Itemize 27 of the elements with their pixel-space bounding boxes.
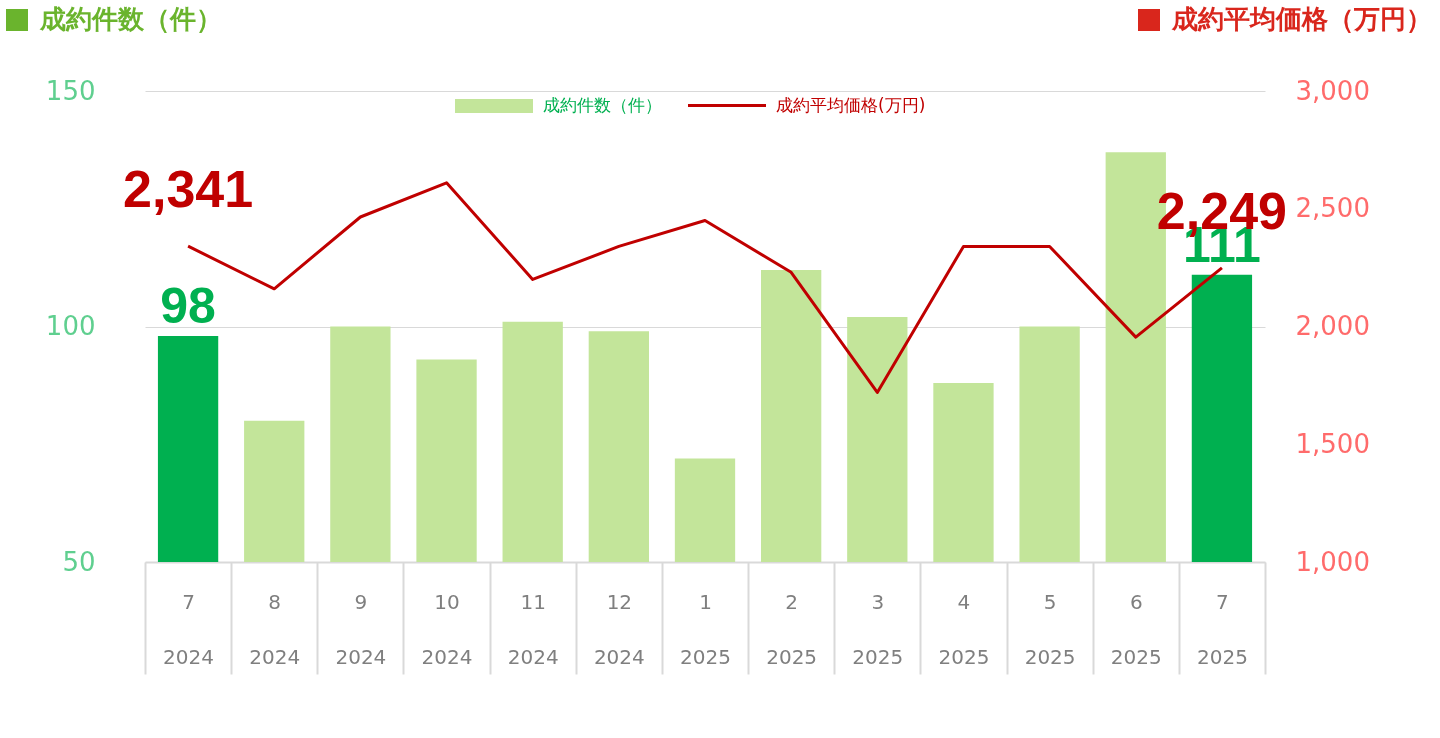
category-label: 8 2024	[249, 589, 301, 669]
y2-tick-label: 1,500	[1295, 428, 1370, 459]
category-label: 4 2025	[938, 589, 990, 669]
category-label: 7 2025	[1196, 589, 1248, 669]
y-axis-title: 成約件数（件）	[40, 3, 222, 36]
category-label: 12 2024	[593, 589, 645, 669]
category-label: 1 2025	[680, 589, 731, 669]
y-tick-label: 100	[45, 311, 96, 341]
category-label: 2 2025	[766, 589, 818, 669]
category-label: 10 2024	[421, 589, 473, 669]
category-label: 11 2024	[507, 589, 559, 669]
y-tick-label: 150	[45, 75, 96, 106]
category-label: 5 2025	[1024, 589, 1076, 669]
y-tick-label: 50	[62, 546, 96, 577]
y2-tick-label: 2,000	[1295, 311, 1370, 341]
y2-tick-label: 3,000	[1295, 75, 1370, 106]
legend-label: 成約件数（件）	[543, 94, 662, 117]
y2-tick-label: 2,500	[1295, 193, 1370, 224]
y2-axis-title: 成約平均価格（万円）	[1172, 3, 1432, 36]
data-label: 98	[160, 277, 216, 334]
legend-label: 成約平均価格(万円)	[776, 94, 926, 117]
data-label: 2,341	[123, 160, 254, 219]
y2-tick-label: 1,000	[1295, 546, 1370, 577]
category-label: 9 2024	[335, 589, 387, 669]
category-label: 6 2025	[1110, 589, 1162, 669]
category-label: 3 2025	[852, 589, 904, 669]
category-label: 7 2024	[163, 589, 215, 669]
